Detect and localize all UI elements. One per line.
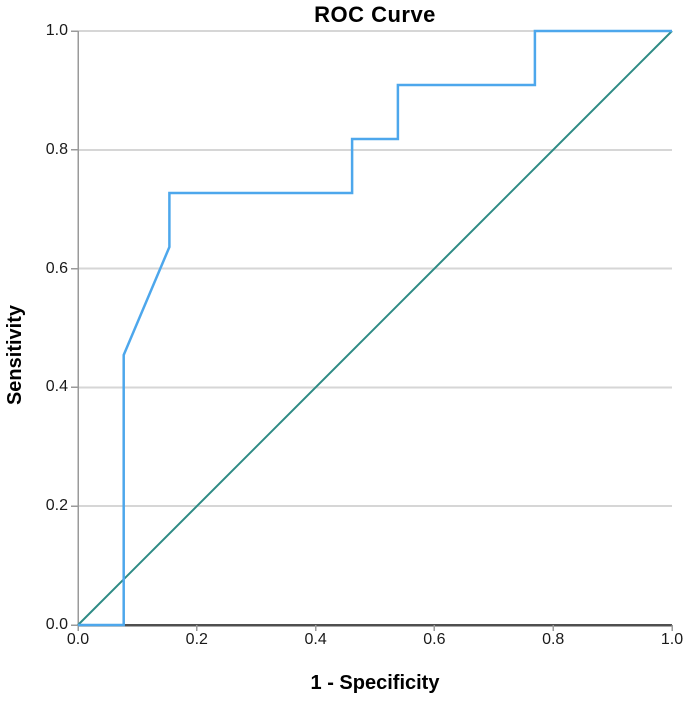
x-tick-label-0.8: 0.8	[542, 631, 565, 648]
x-axis-title: 1 - Specificity	[310, 672, 440, 694]
y-tick-label-0.0: 0.0	[45, 616, 68, 633]
y-tick-label-0.8: 0.8	[45, 140, 68, 158]
y-axis-title: Sensitivity	[4, 304, 26, 406]
y-tick-label-0.2: 0.2	[45, 497, 68, 515]
chart-title: ROC Curve	[314, 2, 436, 27]
x-tick-label-0.0: 0.0	[66, 631, 90, 648]
y-tick-label-1.0: 1.0	[45, 22, 68, 39]
y-tick-label-0.4: 0.4	[45, 378, 68, 396]
y-tick-label-0.6: 0.6	[45, 259, 68, 277]
x-tick-label-1.0: 1.0	[660, 631, 684, 648]
x-tick-label-0.4: 0.4	[304, 631, 327, 648]
x-tick-label-0.6: 0.6	[423, 631, 446, 648]
x-tick-label-0.2: 0.2	[185, 631, 208, 648]
reference-line	[77, 30, 673, 626]
roc-curve	[78, 29, 672, 627]
